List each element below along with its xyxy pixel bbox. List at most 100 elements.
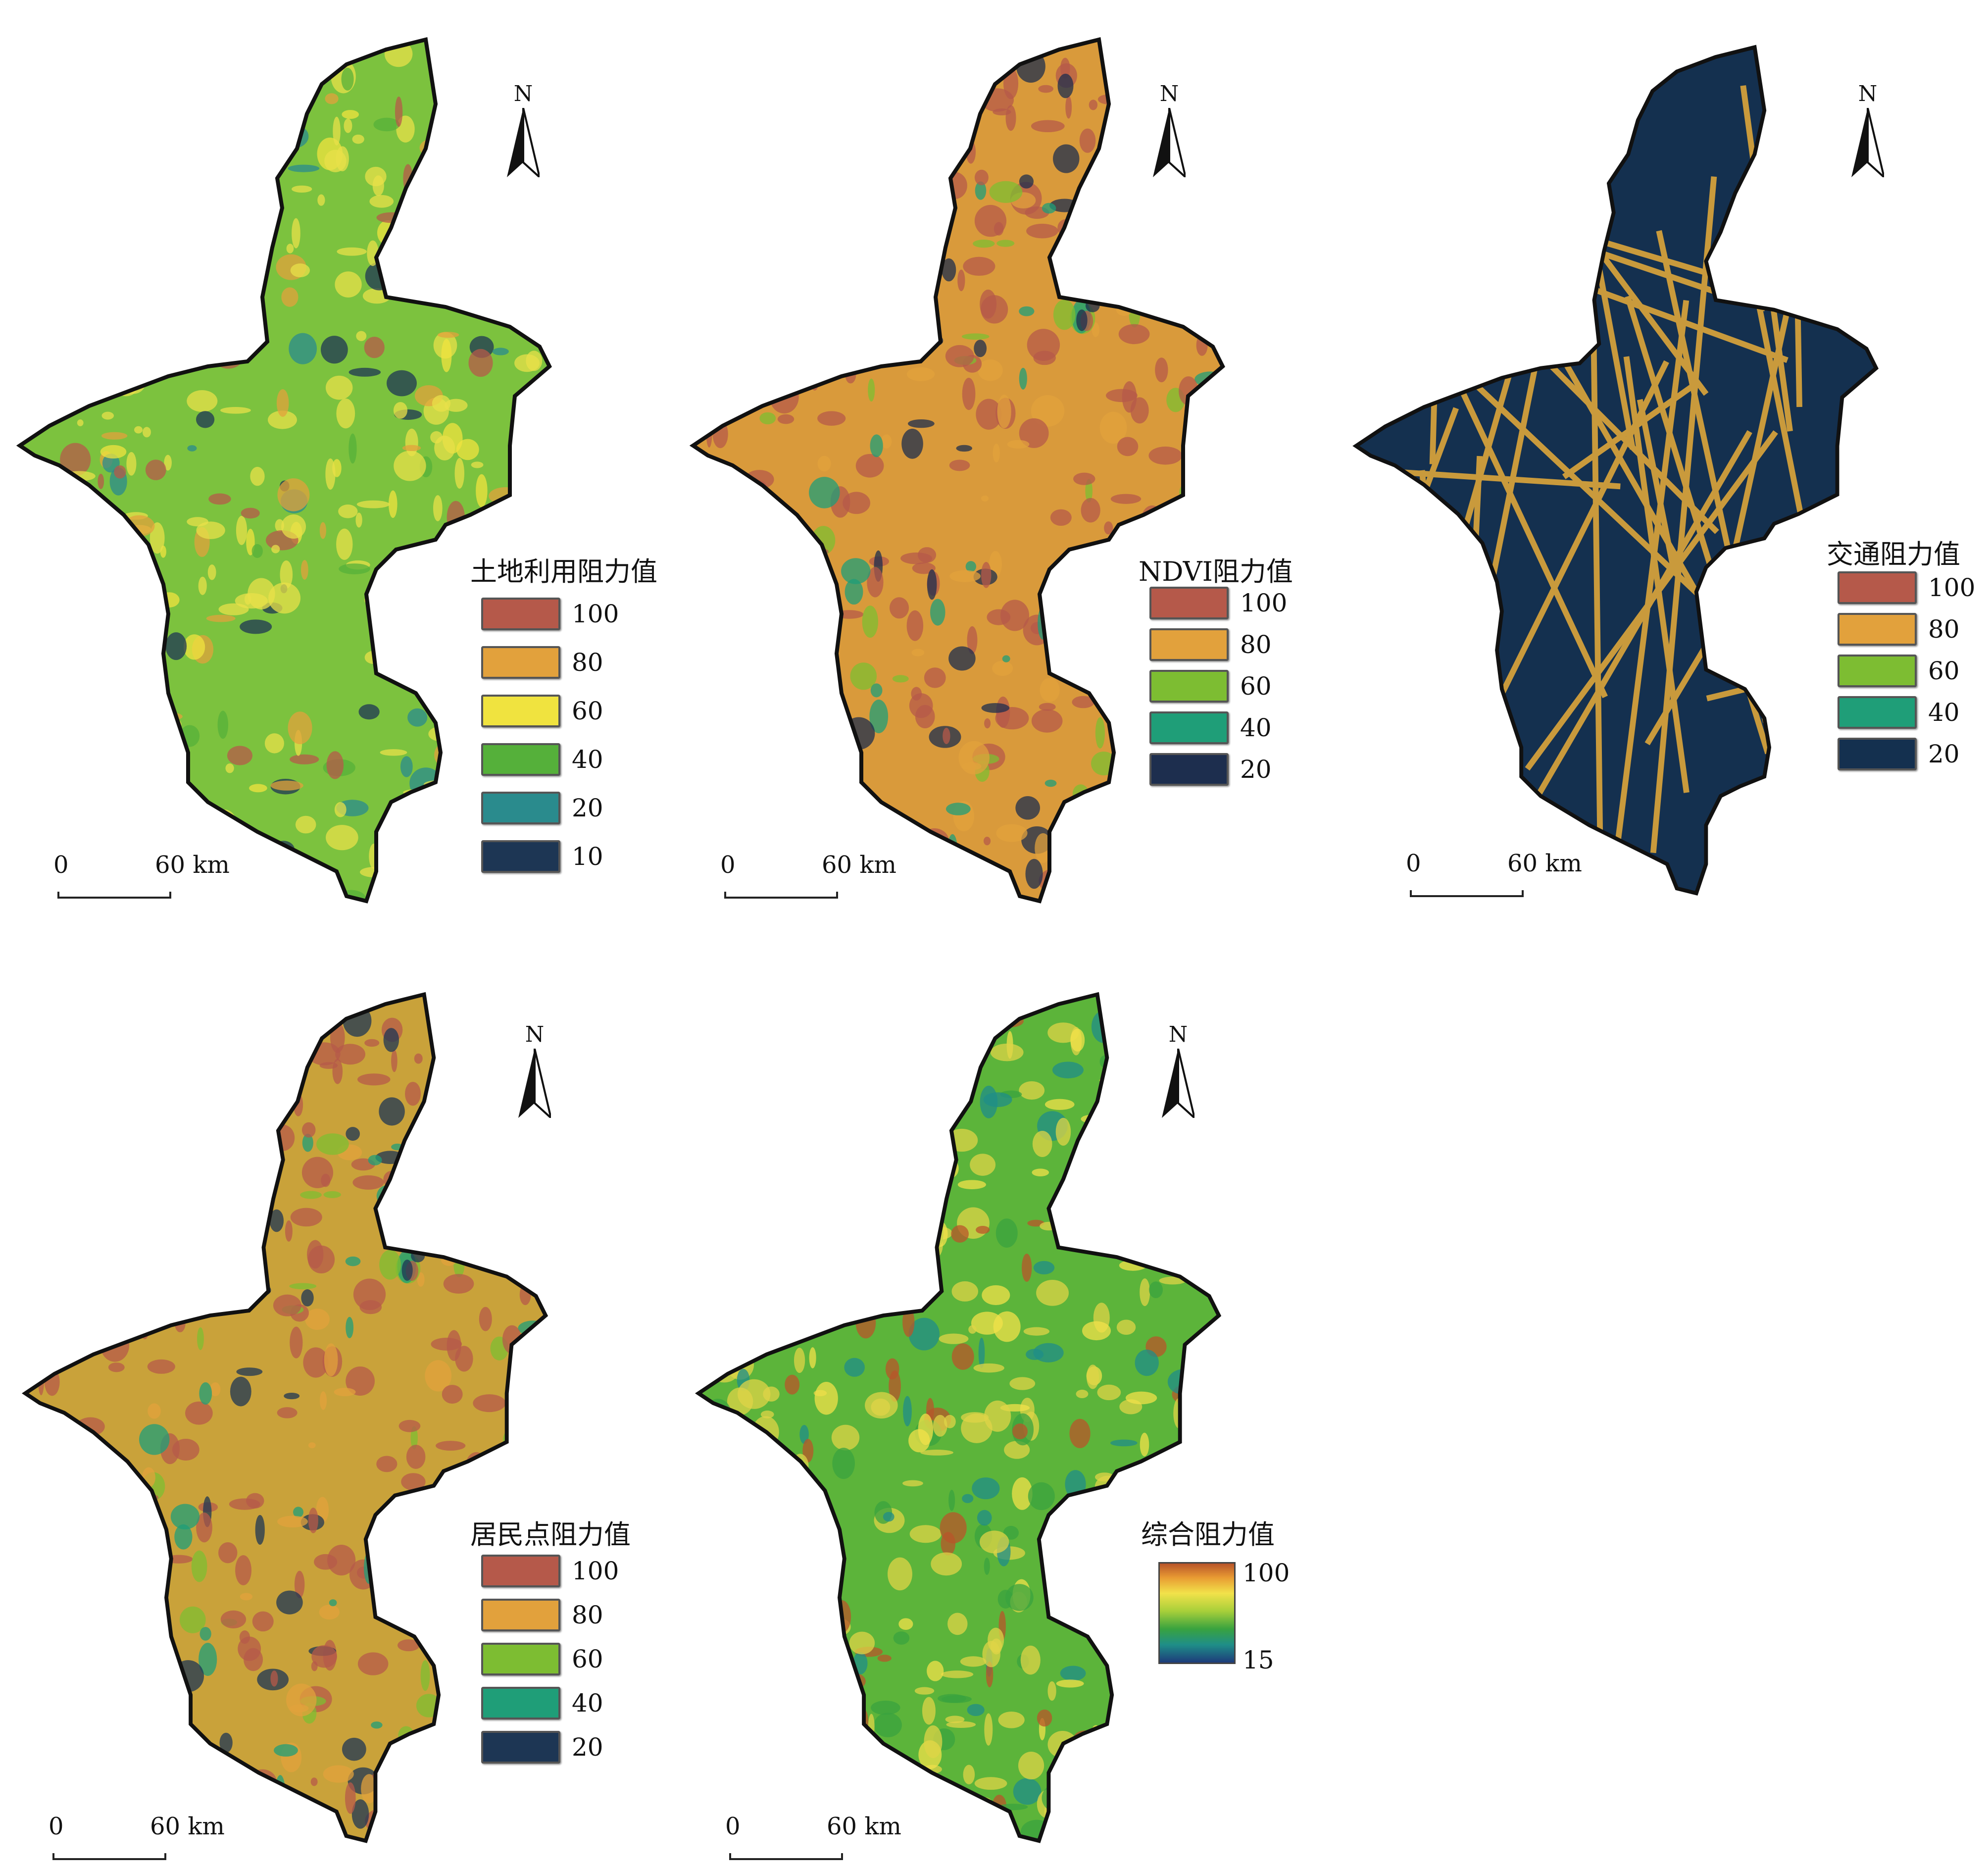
road-line xyxy=(1623,356,1690,793)
texture-patch xyxy=(1117,884,1141,901)
texture-patch xyxy=(871,276,883,300)
texture-patch xyxy=(730,1005,763,1012)
texture-patch xyxy=(251,544,263,558)
texture-patch xyxy=(305,1309,330,1330)
texture-patch xyxy=(1072,696,1095,708)
texture-patch xyxy=(947,1613,968,1635)
texture-patch xyxy=(456,181,463,190)
texture-patch xyxy=(904,136,917,149)
texture-patch xyxy=(27,1348,57,1372)
texture-patch xyxy=(356,331,367,341)
texture-patch xyxy=(698,1529,723,1553)
texture-patch xyxy=(208,493,231,505)
texture-patch xyxy=(56,799,65,807)
texture-patch xyxy=(68,1242,85,1263)
texture-patch xyxy=(973,1363,1004,1373)
texture-patch xyxy=(428,726,454,742)
texture-patch xyxy=(38,1137,56,1151)
texture-patch xyxy=(25,1216,39,1235)
legend-item: 40 xyxy=(1139,711,1293,753)
texture-patch xyxy=(69,532,93,551)
texture-patch xyxy=(225,763,234,773)
texture-patch xyxy=(759,639,784,657)
texture-patch xyxy=(77,1328,83,1339)
texture-patch xyxy=(1211,215,1218,243)
region-boundary xyxy=(689,37,1225,904)
legend-item: 40 xyxy=(1827,696,1960,738)
scale-bar: 0 60 km xyxy=(720,853,898,908)
north-arrow: N xyxy=(512,1024,557,1123)
texture-patch xyxy=(417,1272,425,1287)
texture-patch xyxy=(767,1532,791,1558)
texture-patch xyxy=(386,1219,396,1234)
texture-patch xyxy=(188,825,198,844)
texture-patch xyxy=(820,1036,847,1067)
texture-patch xyxy=(286,886,293,901)
texture-patch xyxy=(432,395,451,412)
texture-patch xyxy=(439,1751,446,1780)
texture-patch xyxy=(763,1544,786,1569)
texture-patch xyxy=(325,93,339,104)
texture-patch xyxy=(479,1307,492,1331)
region-fill xyxy=(1356,47,1877,894)
texture-patch xyxy=(746,1052,769,1085)
texture-patch xyxy=(1146,1814,1168,1839)
texture-patch xyxy=(1191,520,1207,531)
legend-label: 20 xyxy=(1240,755,1272,784)
texture-patch xyxy=(252,1023,284,1040)
texture-patch xyxy=(70,631,81,639)
texture-patch xyxy=(744,1663,750,1673)
scale-line xyxy=(57,892,171,899)
texture-patch xyxy=(745,737,757,754)
texture-patch xyxy=(906,610,924,641)
texture-patch xyxy=(1026,223,1058,239)
texture-patch xyxy=(984,1400,1011,1432)
texture-patch xyxy=(959,1014,967,1033)
texture-patch xyxy=(984,718,991,729)
texture-patch xyxy=(199,1627,211,1641)
texture-patch xyxy=(1206,396,1223,429)
texture-patch xyxy=(1160,1166,1175,1196)
texture-patch xyxy=(1192,125,1205,148)
texture-patch xyxy=(112,705,133,730)
texture-patch xyxy=(759,412,776,425)
texture-patch xyxy=(867,567,884,598)
texture-patch xyxy=(201,105,212,116)
texture-patch xyxy=(46,634,68,657)
texture-patch xyxy=(699,264,721,284)
texture-patch xyxy=(1060,268,1071,283)
texture-patch xyxy=(75,167,102,177)
texture-patch xyxy=(1157,287,1185,299)
legend-title: NDVI阻力值 xyxy=(1139,556,1293,587)
legend-swatch xyxy=(1149,670,1229,703)
texture-patch xyxy=(20,681,34,708)
texture-patch xyxy=(870,434,883,457)
texture-patch xyxy=(909,1525,942,1543)
texture-patch xyxy=(133,1205,141,1221)
texture-patch xyxy=(101,1206,117,1238)
texture-patch xyxy=(870,1018,901,1029)
texture-patch xyxy=(95,149,110,173)
texture-patch xyxy=(77,1668,93,1698)
texture-patch xyxy=(712,1415,720,1438)
texture-patch xyxy=(876,1037,895,1061)
texture-patch xyxy=(706,185,725,199)
texture-patch xyxy=(198,199,213,220)
texture-patch xyxy=(1183,1250,1207,1279)
texture-patch xyxy=(194,300,202,325)
texture-patch xyxy=(187,390,218,412)
texture-patch xyxy=(346,1316,354,1339)
texture-patch xyxy=(91,1121,119,1142)
texture-patch xyxy=(918,1414,934,1445)
texture-patch xyxy=(101,1060,109,1085)
texture-patch xyxy=(1124,1632,1146,1640)
texture-patch xyxy=(280,560,293,589)
texture-patch xyxy=(447,673,468,694)
texture-patch xyxy=(134,1513,162,1525)
texture-patch xyxy=(703,633,726,641)
texture-patch xyxy=(169,56,193,74)
texture-patch xyxy=(1133,1695,1152,1704)
texture-patch xyxy=(1114,1794,1129,1820)
texture-patch xyxy=(799,1248,816,1257)
texture-patch xyxy=(477,74,501,87)
